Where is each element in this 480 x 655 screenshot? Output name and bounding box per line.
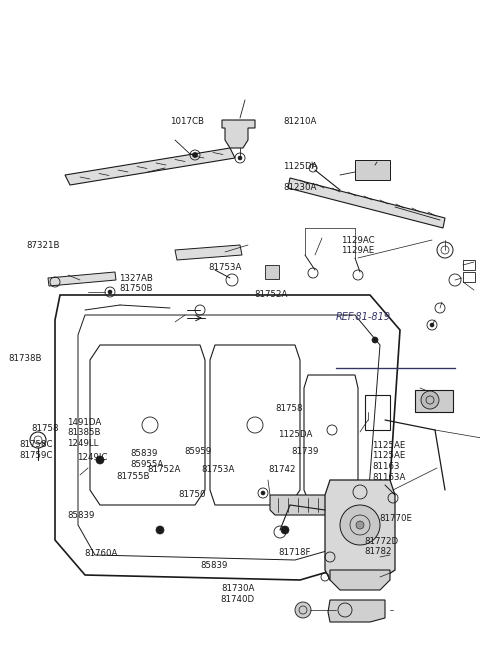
Bar <box>463 260 475 270</box>
Circle shape <box>192 153 197 157</box>
Text: 81758: 81758 <box>31 424 59 434</box>
Text: 81730A
81740D: 81730A 81740D <box>220 584 255 604</box>
Text: 1125DA: 1125DA <box>283 162 318 172</box>
Polygon shape <box>48 272 116 286</box>
Text: 81750: 81750 <box>178 490 206 499</box>
Circle shape <box>108 290 112 294</box>
Text: 81230A: 81230A <box>283 183 317 193</box>
Bar <box>463 272 475 282</box>
Polygon shape <box>222 120 255 148</box>
Text: 81752A: 81752A <box>254 290 288 299</box>
Bar <box>415 390 453 412</box>
Circle shape <box>430 323 434 327</box>
Circle shape <box>238 156 242 160</box>
Circle shape <box>356 521 364 529</box>
Circle shape <box>281 526 289 534</box>
Text: REF.81-819: REF.81-819 <box>336 312 391 322</box>
Text: 81772D
81782: 81772D 81782 <box>365 537 399 557</box>
Circle shape <box>156 526 164 534</box>
Polygon shape <box>328 600 385 622</box>
Circle shape <box>372 337 378 343</box>
Text: 87321B: 87321B <box>26 241 60 250</box>
Polygon shape <box>330 570 390 590</box>
Polygon shape <box>325 480 395 580</box>
Text: 81739: 81739 <box>291 447 319 456</box>
Text: 81163
81163A: 81163 81163A <box>372 462 406 482</box>
Polygon shape <box>175 245 242 260</box>
Bar <box>355 160 390 180</box>
Text: 81753A: 81753A <box>202 465 235 474</box>
Text: 1125AE
1125AE: 1125AE 1125AE <box>372 441 406 460</box>
Text: 81752A: 81752A <box>148 465 181 474</box>
Text: 81742: 81742 <box>269 465 296 474</box>
Polygon shape <box>270 495 330 515</box>
Text: 1017CB: 1017CB <box>170 117 204 126</box>
Circle shape <box>261 491 265 495</box>
Text: 81738B: 81738B <box>9 354 42 363</box>
Text: 81753A: 81753A <box>209 263 242 272</box>
Text: 81770E: 81770E <box>379 514 412 523</box>
Text: 1129AC
1129AE: 1129AC 1129AE <box>341 236 374 255</box>
Circle shape <box>295 602 311 618</box>
Polygon shape <box>65 148 235 185</box>
Circle shape <box>340 505 380 545</box>
Bar <box>265 265 279 279</box>
Text: 1327AB
81750B: 1327AB 81750B <box>119 274 153 293</box>
Text: 81718F: 81718F <box>278 548 311 557</box>
Text: 85839: 85839 <box>67 511 95 520</box>
Text: 85839: 85839 <box>200 561 228 571</box>
Text: 81760A: 81760A <box>84 549 118 558</box>
Text: 81210A: 81210A <box>283 117 317 126</box>
Text: 81758C
81759C: 81758C 81759C <box>19 440 53 460</box>
Text: 1125DA: 1125DA <box>278 430 313 440</box>
Circle shape <box>421 391 439 409</box>
Text: 81758: 81758 <box>275 404 302 413</box>
Circle shape <box>96 456 104 464</box>
Text: 1249JC: 1249JC <box>77 453 107 462</box>
Text: 85959: 85959 <box>185 447 212 456</box>
Text: 85839
85955A: 85839 85955A <box>131 449 164 469</box>
Text: 1491DA
81385B
1249LL: 1491DA 81385B 1249LL <box>67 418 101 447</box>
Polygon shape <box>288 178 445 228</box>
Text: 81755B: 81755B <box>117 472 150 481</box>
